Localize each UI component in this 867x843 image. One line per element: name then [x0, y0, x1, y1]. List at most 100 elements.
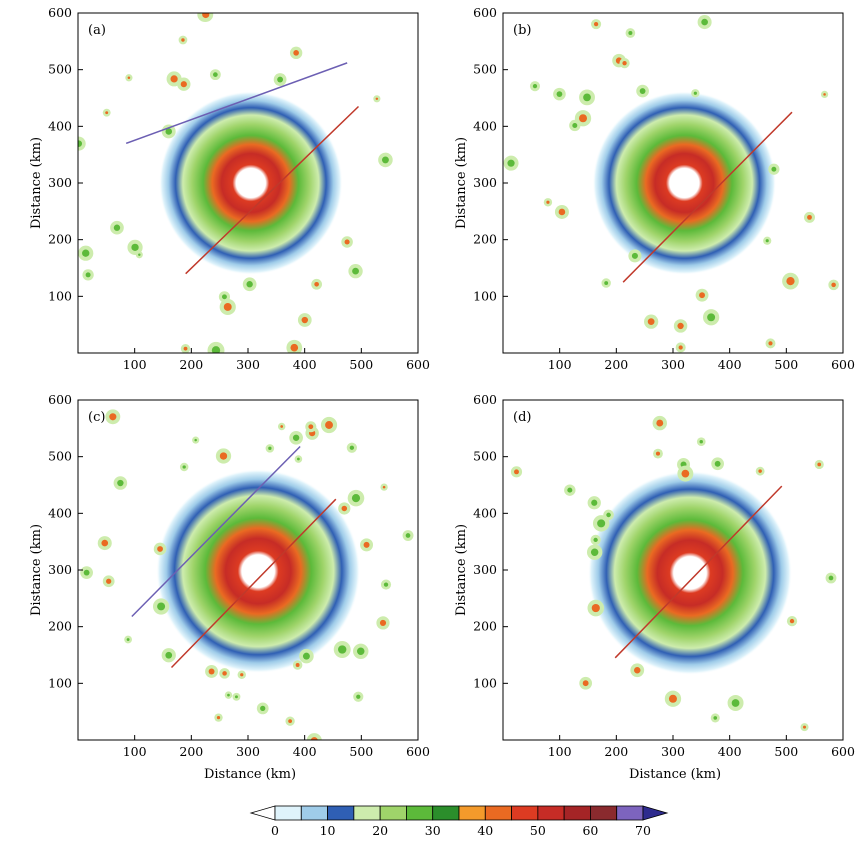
cross-section-line-a-0 — [125, 62, 348, 145]
cell-core-c — [427, 549, 433, 555]
cell-core-d — [856, 654, 861, 659]
cell-core-b — [707, 313, 716, 322]
cell-c — [51, 588, 59, 596]
cell-core-d — [634, 667, 641, 674]
colorbar-box — [300, 805, 328, 821]
cell-core-c — [234, 695, 238, 699]
cell-core-c — [302, 652, 310, 660]
cell-core-c — [157, 546, 163, 552]
eye-d — [679, 562, 701, 584]
cell-core-b — [765, 239, 769, 243]
panel-c-content — [51, 367, 437, 756]
cell-core-b — [572, 122, 578, 128]
cell-core-c — [280, 425, 284, 428]
cell-core-c — [383, 582, 389, 587]
cell-core-b — [558, 208, 566, 216]
ytick-label-b: 100 — [473, 288, 497, 303]
colorbar-tick-label: 10 — [320, 823, 336, 838]
cell-c — [153, 385, 164, 396]
cell-core-a — [131, 243, 139, 252]
cell-core-c — [194, 438, 197, 442]
cell-core-d — [514, 469, 519, 475]
ytick-label-c: 200 — [48, 619, 72, 634]
colorbar-tick-label: 0 — [271, 823, 279, 838]
colorbar-box — [616, 805, 644, 821]
ytick-label-a: 500 — [48, 62, 72, 77]
cell-core-a — [246, 281, 253, 288]
cell-core-a — [211, 346, 221, 353]
cell-core-c — [349, 445, 355, 450]
ytick-label-a: 300 — [48, 175, 72, 190]
cell-core-a — [344, 239, 350, 245]
colorbar-box — [458, 805, 486, 821]
cross-section-line-a-1 — [185, 105, 360, 275]
cell-core-d — [597, 519, 606, 528]
panel-c: (c) 100 200 300 400 500 600 100 200 300 400 500 60… — [29, 367, 437, 782]
cell-a — [59, 193, 68, 202]
cell-core-b — [786, 277, 795, 286]
ytick-label-b: 500 — [473, 62, 497, 77]
cell-core-c — [126, 638, 130, 641]
panel-d-xticks: 100 200 300 400 500 600 — [548, 735, 855, 759]
cell-core-a — [213, 72, 218, 77]
panel-c-xticks: 100 200 300 400 500 600 — [123, 735, 430, 759]
cell-core-c — [106, 578, 112, 584]
ytick-label-d: 300 — [473, 562, 497, 577]
cell-core-c — [424, 694, 431, 701]
xtick-label-a: 500 — [349, 357, 373, 372]
cell-core-d — [789, 618, 795, 624]
cell-core-b — [546, 200, 550, 204]
xtick-label-a: 100 — [123, 357, 147, 372]
cell-core-a — [375, 97, 379, 101]
xtick-label-b: 300 — [661, 357, 685, 372]
cell-core-d — [714, 460, 721, 467]
cell-core-c — [167, 745, 174, 752]
cell-core-b — [678, 345, 683, 350]
xtick-label-d: 300 — [661, 744, 685, 759]
ytick-label-a: 600 — [48, 5, 72, 20]
colorbar: 0 10 20 30 40 50 60 70 — [249, 805, 669, 838]
panel-d-yticks: 100 200 300 400 500 600 — [473, 392, 508, 690]
cell-core-a — [221, 294, 227, 300]
xtick-label-d: 500 — [774, 744, 798, 759]
panel-c-yticks: 100 200 300 400 500 600 — [48, 392, 83, 690]
cell-core-b — [693, 91, 697, 95]
cell-core-c — [308, 424, 314, 430]
panel-d-xlabel: Distance (km) — [629, 767, 721, 782]
cell-core-b — [677, 322, 684, 330]
colorbar-boxes — [249, 805, 669, 821]
panel-a-content — [59, 13, 393, 353]
cell-core-c — [325, 421, 333, 429]
cell-c — [425, 534, 437, 546]
cell-core-b — [532, 84, 538, 89]
cell-core-b — [507, 159, 515, 167]
xtick-label-c: 200 — [179, 744, 203, 759]
cell-core-c — [351, 494, 361, 503]
panel-c-xlabel: Distance (km) — [204, 767, 296, 782]
colorbar-tick-label: 60 — [582, 823, 598, 838]
panel-a-label: (a) — [88, 23, 106, 38]
panel-a-xticks: 100 200 300 400 500 600 — [123, 348, 430, 372]
cell-core-c — [310, 737, 318, 740]
eye-b — [671, 170, 697, 196]
panel-b: (b) 100 200 300 400 500 600 100 200 300 400 500 60… — [454, 5, 855, 372]
ytick-label-c: 500 — [48, 449, 72, 464]
cell-core-b — [768, 341, 773, 346]
cell-core-c — [379, 619, 387, 626]
colorbar-box — [590, 805, 618, 821]
cell-core-b — [583, 93, 591, 102]
panel-b-xticks: 100 200 300 400 500 600 — [548, 348, 855, 372]
cell-core-b — [593, 22, 599, 27]
ytick-label-b: 400 — [473, 118, 497, 133]
cell-core-c — [101, 539, 109, 547]
cell-core-d — [747, 387, 752, 392]
cell-core-b — [771, 166, 777, 172]
colorbar-box — [379, 805, 407, 821]
panel-c-label: (c) — [88, 410, 105, 425]
colorbar-box — [537, 805, 565, 821]
cell-c — [261, 367, 272, 378]
cross-section-line-d-0 — [614, 485, 783, 659]
cell-core-c — [54, 590, 57, 593]
cell-c — [163, 741, 178, 756]
cell-core-c — [157, 602, 166, 611]
